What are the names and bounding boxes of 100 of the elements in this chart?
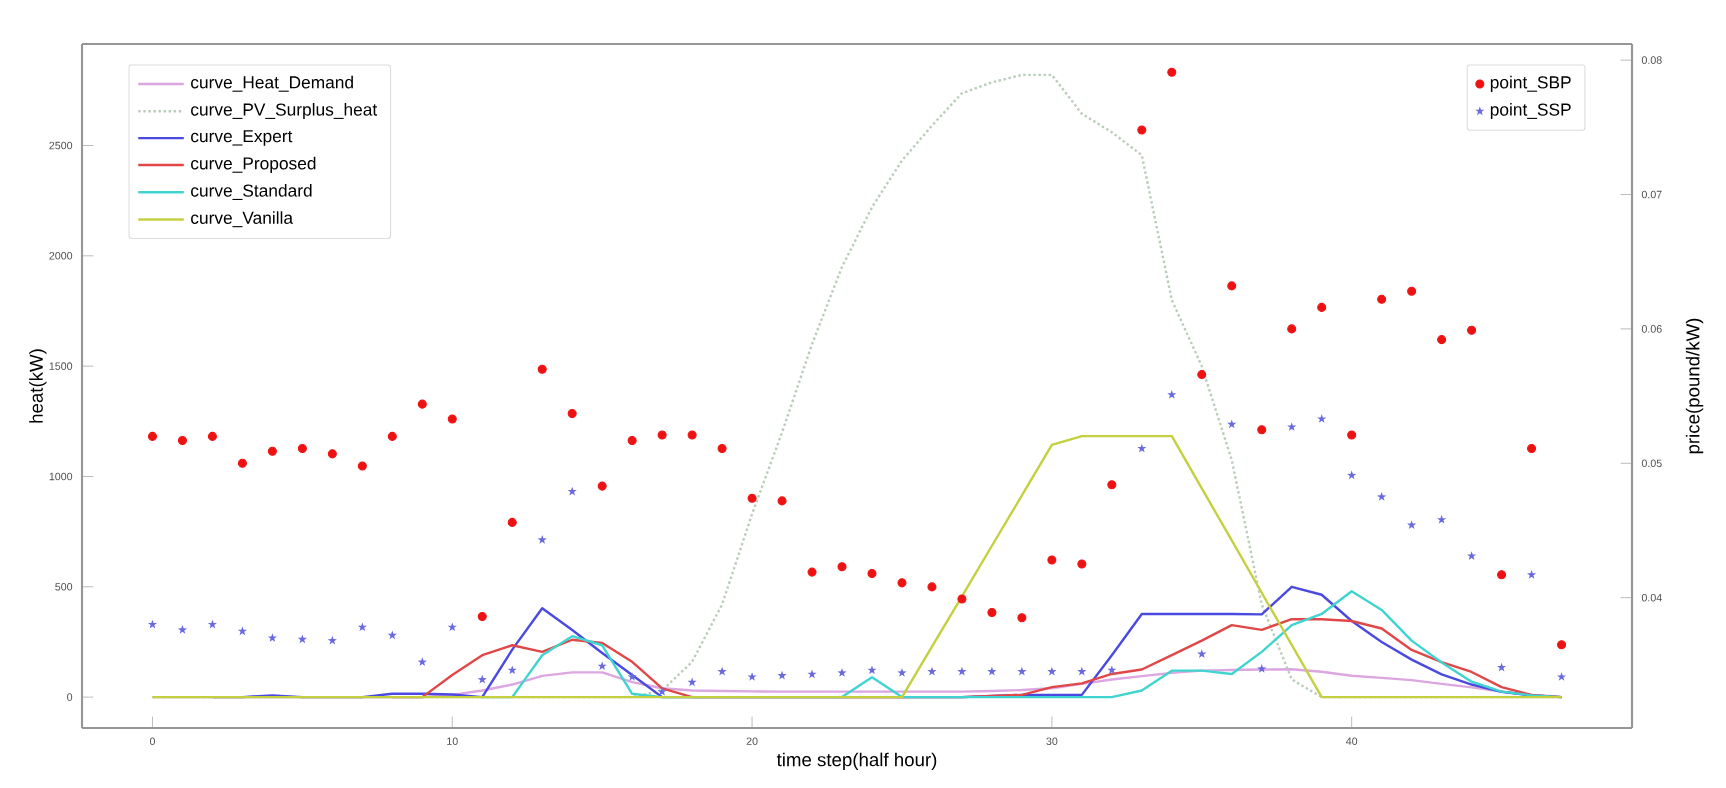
point: [537, 535, 547, 544]
point: [1227, 281, 1237, 291]
point: [387, 630, 397, 640]
point: [597, 661, 607, 671]
point: [417, 399, 427, 409]
point: [1556, 672, 1567, 681]
point: [1077, 666, 1087, 676]
point: [957, 666, 967, 676]
point: [537, 364, 547, 374]
point: [897, 578, 907, 588]
point: [867, 568, 877, 578]
point: [1047, 666, 1057, 676]
point: [1437, 514, 1447, 524]
point: [1497, 570, 1507, 580]
legend-label: point_SBP: [1490, 75, 1571, 92]
point: [477, 611, 487, 622]
legend-label: curve_Vanilla: [191, 211, 294, 228]
point: [1107, 480, 1117, 490]
point: [627, 672, 637, 681]
point: [687, 677, 697, 687]
point: [927, 582, 937, 592]
point: [1227, 419, 1237, 429]
point: [567, 409, 577, 419]
point: [1287, 324, 1297, 334]
point: [567, 486, 577, 496]
point: [927, 666, 937, 676]
point: [1347, 430, 1357, 440]
point: [177, 625, 188, 634]
x-axis-title: time step(half hour): [776, 752, 937, 771]
point: [747, 672, 757, 681]
point: [1317, 302, 1327, 312]
point: [297, 634, 307, 644]
point: [297, 443, 307, 454]
point: [357, 461, 367, 471]
point: [1497, 662, 1507, 672]
point: [507, 517, 517, 527]
point: [1467, 551, 1477, 560]
point: [897, 668, 907, 677]
point: [267, 633, 277, 642]
point: [357, 622, 367, 632]
point: [717, 443, 727, 454]
point: [717, 666, 727, 676]
point: [237, 626, 247, 636]
point: [1377, 492, 1387, 501]
point: [1407, 286, 1417, 296]
point: [1137, 125, 1147, 135]
point: [777, 670, 787, 680]
point: [777, 496, 787, 506]
point: [987, 666, 997, 676]
point: [1557, 640, 1567, 650]
point: [507, 665, 517, 675]
point: [1107, 665, 1117, 675]
y-axis-title: heat(kW): [29, 349, 47, 423]
point: [1527, 443, 1537, 454]
point: [1197, 370, 1207, 380]
legend-label: curve_Heat_Demand: [191, 75, 353, 92]
point: [957, 594, 967, 604]
legend-label: curve_Proposed: [191, 156, 316, 173]
legend-label: curve_Standard: [191, 184, 312, 200]
y2-axis-title: price(pound/kW): [1685, 318, 1704, 454]
point: [1527, 570, 1537, 579]
point: [1017, 613, 1027, 623]
point: [207, 431, 217, 441]
point: [1137, 443, 1147, 453]
point: [807, 567, 817, 577]
point: [1167, 67, 1177, 77]
legend-label: point_SSP: [1490, 102, 1571, 120]
point: [327, 449, 337, 459]
point: [1257, 425, 1267, 435]
point: [657, 430, 667, 440]
point: [1317, 414, 1327, 423]
point: [1017, 666, 1027, 676]
point: [267, 446, 277, 456]
point: [477, 674, 487, 684]
point: [627, 435, 637, 445]
point: [1167, 389, 1177, 399]
point: [837, 668, 847, 677]
point: [177, 435, 187, 445]
point: [687, 430, 697, 440]
point: [1077, 559, 1087, 569]
point: [987, 607, 997, 617]
point: [147, 619, 158, 629]
legend-label: curve_PV_Surplus_heat: [191, 102, 378, 120]
point: [837, 562, 847, 572]
point: [447, 414, 457, 424]
point: [1197, 649, 1207, 658]
point: [1257, 664, 1267, 673]
legend-label: curve_Expert: [191, 130, 293, 146]
point: [1287, 422, 1297, 431]
point: [657, 686, 667, 696]
point: [387, 431, 397, 441]
point: [807, 669, 817, 679]
point: [1467, 325, 1477, 335]
point: [327, 635, 337, 645]
point: [1047, 555, 1057, 565]
point: [747, 493, 757, 503]
point: [1377, 294, 1387, 304]
point: [147, 431, 158, 441]
point: [1347, 470, 1357, 480]
point: [597, 481, 607, 491]
